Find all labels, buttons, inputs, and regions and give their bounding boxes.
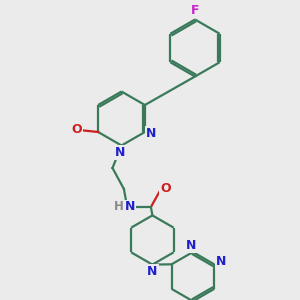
- Text: N: N: [115, 146, 125, 159]
- Text: O: O: [72, 123, 83, 136]
- Text: N: N: [147, 265, 158, 278]
- Text: O: O: [160, 182, 171, 195]
- Text: N: N: [186, 239, 197, 252]
- Text: H: H: [114, 200, 123, 214]
- Text: N: N: [216, 255, 226, 268]
- Text: N: N: [146, 127, 157, 140]
- Text: F: F: [191, 4, 199, 17]
- Text: N: N: [125, 200, 135, 214]
